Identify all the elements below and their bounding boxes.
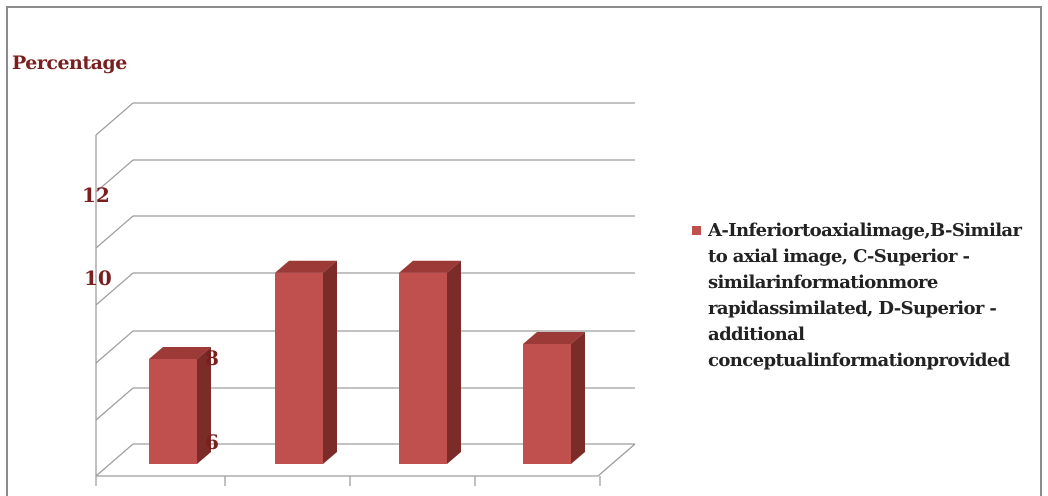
bar-0 [149,347,211,464]
bar-front [523,344,571,464]
side-wall-line [95,215,134,249]
bar-side [571,332,585,464]
legend: A-Inferiortoaxialimage,B-Similar to axia… [692,218,1032,374]
y-tick-8: 8 [205,346,219,370]
side-wall-line [95,272,134,306]
side-wall-line [95,443,134,477]
chart-frame [6,6,1042,496]
bar-top [275,260,337,273]
bar-front [275,272,323,464]
side-wall-line [95,387,134,421]
bar-front [149,359,197,464]
bar-top [149,347,211,359]
bar-top [523,332,585,344]
bar-side [447,260,461,464]
y-tick-12: 12 [82,183,110,207]
bar-top [399,260,461,273]
bar-3 [523,332,585,464]
y-tick-10: 10 [84,266,112,290]
bar-front [399,272,447,464]
legend-swatch [692,226,701,235]
side-wall-line [95,102,134,136]
side-wall-line [95,330,134,364]
y-tick-6: 6 [205,430,219,454]
bar-side [197,347,211,464]
bar-1 [275,260,337,464]
y-axis-title: Percentage [12,52,127,74]
bar-2 [399,260,461,464]
floor-right-edge [597,443,636,477]
bar-side [323,260,337,464]
legend-label: A-Inferiortoaxialimage,B-Similar to axia… [708,220,1022,371]
bars [149,260,585,464]
side-wall-line [95,159,134,193]
